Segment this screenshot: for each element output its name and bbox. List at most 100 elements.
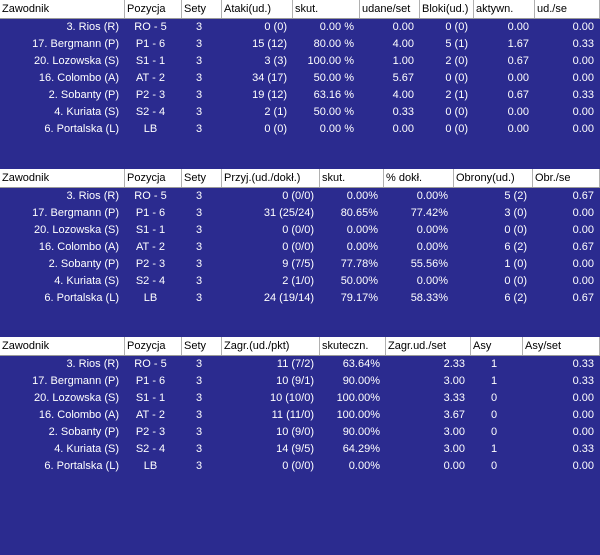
table-cell: 0.33 [572, 375, 594, 387]
table-row[interactable]: 3. Rios (R) RO - 5 3 11 (7/2) 63.64% 2.33 1 0.3… [0, 356, 600, 373]
table-cell: 0.00 [572, 72, 594, 84]
table-row[interactable]: 20. Lozowska (S) S1 - 1 3 10 (10/0) 100.00% 3… [0, 390, 600, 407]
table-cell: 1.67 [507, 38, 529, 50]
column-header[interactable]: Zawodnik [0, 337, 125, 355]
table-cell: 3. Rios (R) [66, 358, 119, 370]
table-cell: 10 (9/1) [276, 375, 314, 387]
table-cell: 1 [490, 358, 498, 370]
table-row[interactable]: 2. Sobanty (P) P2 - 3 3 19 (12) 63.16 % 4.00 2… [0, 87, 600, 104]
table-row[interactable]: 6. Portalska (L) LB 3 0 (0) 0.00 % 0.00 0 (0) 0… [0, 121, 600, 138]
table-cell: 3 (3) [264, 55, 287, 67]
table-cell: 0 (0) [445, 72, 468, 84]
reception-defense-table: Zawodnik Pozycja Sety Przyj.(ud./dokł.) skut… [0, 169, 600, 307]
table-cell: 16. Colombo (A) [38, 241, 119, 253]
table-cell: 0.33 [572, 38, 594, 50]
column-header[interactable]: Pozycja [125, 337, 182, 355]
column-header[interactable]: Sety [182, 169, 222, 187]
table-cell: 3 [195, 258, 203, 270]
column-header[interactable]: Pozycja [125, 0, 182, 18]
column-header[interactable]: Zagr.ud./set [386, 337, 471, 355]
column-header[interactable]: Przyj.(ud./dokł.) [222, 169, 320, 187]
table-row[interactable]: 4. Kuriata (S) S2 - 4 3 2 (1/0) 50.00% 0.00% 0… [0, 273, 600, 290]
column-header[interactable]: Pozycja [125, 169, 182, 187]
table-cell: 6. Portalska (L) [44, 460, 119, 472]
table-cell: AT - 2 [136, 409, 165, 421]
table-cell: 0.00 [572, 55, 594, 67]
header-row: Zawodnik Pozycja Sety Przyj.(ud./dokł.) skut… [0, 169, 600, 188]
table-row[interactable]: 6. Portalska (L) LB 3 0 (0/0) 0.00% 0.00 0 0.00 [0, 458, 600, 475]
table-cell: 5 (2) [504, 190, 527, 202]
table-row[interactable]: 20. Lozowska (S) S1 - 1 3 3 (3) 100.00 % 1.00… [0, 53, 600, 70]
table-row[interactable]: 4. Kuriata (S) S2 - 4 3 2 (1) 50.00 % 0.33 0 (… [0, 104, 600, 121]
column-header[interactable]: aktywn. [474, 0, 535, 18]
table-cell: 3 [195, 358, 203, 370]
table-row[interactable]: 2. Sobanty (P) P2 - 3 3 10 (9/0) 90.00% 3.00 0… [0, 424, 600, 441]
table-cell: AT - 2 [136, 72, 165, 84]
table-row[interactable]: 3. Rios (R) RO - 5 3 0 (0/0) 0.00% 0.00% 5 (2)… [0, 188, 600, 205]
table-cell: 4.00 [392, 38, 414, 50]
table-row[interactable]: 17. Bergmann (P) P1 - 6 3 10 (9/1) 90.00% 3.0… [0, 373, 600, 390]
column-header[interactable]: Bloki(ud.) [420, 0, 474, 18]
table-cell: 2 (1) [445, 89, 468, 101]
table-row[interactable]: 6. Portalska (L) LB 3 24 (19/14) 79.17% 58.33… [0, 290, 600, 307]
table-cell: 4. Kuriata (S) [54, 443, 119, 455]
column-header[interactable]: Zawodnik [0, 169, 125, 187]
table-row[interactable]: 3. Rios (R) RO - 5 3 0 (0) 0.00 % 0.00 0 (0) 0.… [0, 19, 600, 36]
table-cell: 3 [195, 275, 203, 287]
table-row[interactable]: 16. Colombo (A) AT - 2 3 11 (11/0) 100.00% 3.… [0, 407, 600, 424]
column-header[interactable]: Zagr.(ud./pkt) [222, 337, 320, 355]
table-cell: 3 [195, 460, 203, 472]
table-cell: RO - 5 [134, 21, 167, 33]
table-cell: 0 (0) [445, 123, 468, 135]
column-header[interactable]: Zawodnik [0, 0, 125, 18]
table-cell: 0.00% [416, 241, 448, 253]
column-header[interactable]: Sety [182, 337, 222, 355]
table-row[interactable]: 17. Bergmann (P) P1 - 6 3 15 (12) 80.00 % 4.0… [0, 36, 600, 53]
table-cell: 3 [195, 292, 203, 304]
table-cell: S2 - 4 [135, 106, 166, 118]
table-cell: 0.00% [346, 224, 378, 236]
column-header[interactable]: Obr./se [533, 169, 600, 187]
table-row[interactable]: 16. Colombo (A) AT - 2 3 34 (17) 50.00 % 5.67… [0, 70, 600, 87]
table-cell: 3 [195, 106, 203, 118]
table-cell: 15 (12) [252, 38, 287, 50]
column-header[interactable]: Asy [471, 337, 523, 355]
column-header[interactable]: Asy/set [523, 337, 600, 355]
table-cell: S1 - 1 [135, 224, 166, 236]
table-cell: 10 (9/0) [276, 426, 314, 438]
column-header[interactable]: ud./se [535, 0, 600, 18]
table-cell: 3 [195, 89, 203, 101]
table-cell: 3 [195, 443, 203, 455]
table-cell: 0.00 [507, 106, 529, 118]
column-header[interactable]: skut. [293, 0, 360, 18]
column-header[interactable]: skut. [320, 169, 384, 187]
table-cell: 11 (11/0) [271, 409, 314, 421]
header-row: Zawodnik Pozycja Sety Ataki(ud.) skut. udane/… [0, 0, 600, 19]
table-cell: 0 (0) [264, 21, 287, 33]
table-row[interactable]: 20. Lozowska (S) S1 - 1 3 0 (0/0) 0.00% 0.00%… [0, 222, 600, 239]
column-header[interactable]: Ataki(ud.) [222, 0, 293, 18]
table-cell: 0 (0/0) [282, 460, 314, 472]
table-cell: 3 [195, 241, 203, 253]
table-cell: 1.00 [392, 55, 414, 67]
table-row[interactable]: 16. Colombo (A) AT - 2 3 0 (0/0) 0.00% 0.00% 6… [0, 239, 600, 256]
table-cell: AT - 2 [136, 241, 165, 253]
table-cell: 3 [195, 207, 203, 219]
column-header[interactable]: skuteczn. [320, 337, 386, 355]
column-header[interactable]: % dokł. [384, 169, 454, 187]
table-row[interactable]: 17. Bergmann (P) P1 - 6 3 31 (25/24) 80.65% 7… [0, 205, 600, 222]
column-header[interactable]: udane/set [360, 0, 420, 18]
column-header[interactable]: Sety [182, 0, 222, 18]
table-cell: 2 (0) [445, 55, 468, 67]
table-cell: 3 [195, 409, 203, 421]
table-row[interactable]: 4. Kuriata (S) S2 - 4 3 14 (9/5) 64.29% 3.00 1… [0, 441, 600, 458]
table-cell: 80.65% [340, 207, 378, 219]
column-header[interactable]: Obrony(ud.) [454, 169, 533, 187]
table-cell: 0.00% [346, 190, 378, 202]
table-cell: 3.00 [443, 443, 465, 455]
table-cell: 77.42% [410, 207, 448, 219]
table-cell: 0.00 [572, 460, 594, 472]
table-cell: RO - 5 [134, 358, 167, 370]
table-row[interactable]: 2. Sobanty (P) P2 - 3 3 9 (7/5) 77.78% 55.56%… [0, 256, 600, 273]
table-cell: 20. Lozowska (S) [34, 224, 119, 236]
